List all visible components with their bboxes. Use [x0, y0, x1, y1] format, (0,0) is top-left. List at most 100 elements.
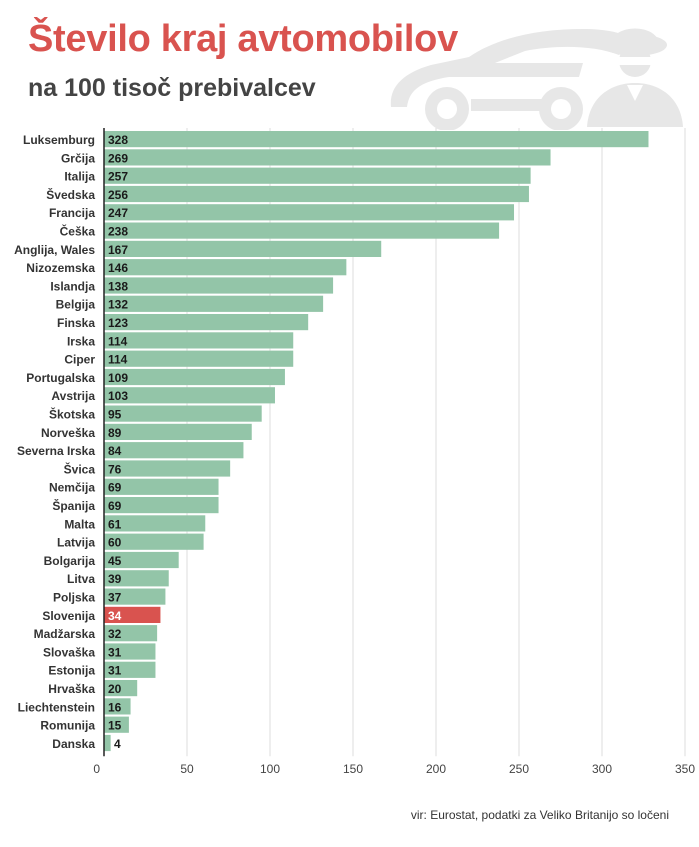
category-label: Islandja	[50, 279, 95, 293]
category-label: Češka	[60, 224, 96, 239]
value-label: 16	[108, 700, 122, 714]
category-label: Litva	[67, 572, 95, 586]
bar	[104, 606, 161, 623]
bar	[104, 222, 500, 239]
bar	[104, 259, 347, 276]
category-label: Hrvaška	[48, 682, 95, 696]
category-label: Latvija	[57, 536, 95, 550]
bar	[104, 277, 334, 294]
source-note: vir: Eurostat, podatki za Veliko Britani…	[410, 808, 669, 822]
value-label: 103	[108, 389, 128, 403]
bar	[104, 240, 382, 257]
value-label: 34	[108, 609, 122, 623]
thief-icon	[587, 28, 683, 127]
bar	[104, 533, 204, 550]
bar	[104, 423, 252, 440]
value-label: 76	[108, 462, 122, 476]
bar	[104, 643, 156, 660]
bar	[104, 661, 156, 678]
bar	[104, 405, 262, 422]
grid-lines	[186, 128, 686, 757]
value-label: 109	[108, 371, 128, 385]
value-label: 20	[108, 682, 122, 696]
value-label: 132	[108, 298, 128, 312]
bars	[104, 131, 649, 752]
bar	[104, 478, 219, 495]
category-label: Irska	[67, 334, 95, 348]
value-label: 123	[108, 316, 128, 330]
category-label: Avstrija	[51, 389, 95, 403]
value-label: 32	[108, 627, 122, 641]
value-label: 146	[108, 261, 128, 275]
value-label: 31	[108, 645, 122, 659]
value-label: 256	[108, 188, 128, 202]
category-label: Švedska	[46, 187, 95, 202]
category-label: Luksemburg	[23, 133, 95, 147]
x-tick-label: 350	[675, 762, 695, 776]
category-label: Finska	[57, 316, 95, 330]
x-tick-label: 200	[426, 762, 446, 776]
bar	[104, 588, 166, 605]
value-label: 269	[108, 151, 128, 165]
category-label: Nemčija	[49, 481, 95, 495]
value-label: 247	[108, 206, 128, 220]
value-label: 45	[108, 554, 122, 568]
value-label: 138	[108, 279, 128, 293]
bar	[104, 698, 131, 715]
category-label: Portugalska	[26, 371, 95, 385]
category-label: Severna Irska	[17, 444, 95, 458]
category-label: Grčija	[61, 151, 95, 165]
value-label: 95	[108, 408, 122, 422]
bar	[104, 497, 219, 514]
category-label: Slovenija	[42, 609, 95, 623]
bar-chart: Luksemburg Grčija Italija Švedska Francija Če…	[14, 128, 695, 776]
value-label: 31	[108, 664, 122, 678]
category-label: Bolgarija	[44, 554, 96, 568]
car-icon	[390, 29, 633, 130]
category-label: Belgija	[56, 298, 96, 312]
value-label: 114	[108, 353, 128, 367]
x-axis-ticks: 0 50 100 150 200 250 300 350	[93, 762, 695, 776]
value-label: 15	[108, 719, 122, 733]
x-tick-label: 50	[180, 762, 194, 776]
value-labels: 328 269 257 256 247 238 167 146 138 132 123 114 114 1…	[108, 133, 128, 751]
bar	[104, 551, 179, 569]
bar	[104, 185, 529, 203]
bar	[104, 332, 294, 349]
category-label: Švica	[64, 461, 96, 476]
bar	[104, 149, 551, 166]
bar	[104, 570, 169, 587]
value-label: 4	[114, 737, 121, 751]
category-label: Malta	[64, 517, 95, 531]
category-label: Romunija	[40, 719, 95, 733]
bar	[104, 387, 275, 404]
chart-title: Število kraj avtomobilov	[28, 18, 458, 60]
value-label: 89	[108, 426, 122, 440]
bar	[104, 131, 649, 148]
bar	[104, 716, 129, 733]
bar	[104, 295, 324, 312]
bar	[104, 442, 244, 459]
value-label: 257	[108, 170, 128, 184]
value-label: 37	[108, 591, 122, 605]
category-label: Liechtenstein	[18, 700, 95, 714]
x-tick-label: 0	[93, 762, 100, 776]
bar	[104, 625, 158, 642]
bar	[104, 734, 111, 752]
category-label: Slovaška	[43, 645, 95, 659]
category-label: Ciper	[64, 353, 95, 367]
value-label: 69	[108, 499, 122, 513]
car-thief-illustration	[390, 28, 683, 130]
value-label: 328	[108, 133, 128, 147]
value-label: 39	[108, 572, 122, 586]
category-label: Francija	[49, 206, 95, 220]
x-tick-label: 250	[509, 762, 529, 776]
bar	[104, 680, 138, 697]
category-label: Madžarska	[34, 627, 96, 641]
bar	[104, 515, 206, 532]
bar	[104, 350, 294, 367]
value-label: 61	[108, 517, 122, 531]
category-label: Danska	[52, 737, 95, 751]
value-label: 69	[108, 481, 122, 495]
category-label: Norveška	[41, 426, 95, 440]
